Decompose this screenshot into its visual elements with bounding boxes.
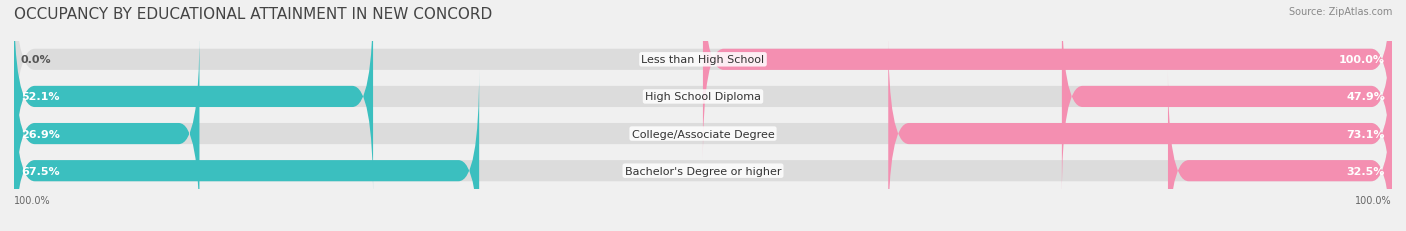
FancyBboxPatch shape — [14, 0, 1392, 197]
FancyBboxPatch shape — [1062, 0, 1392, 197]
Text: 52.1%: 52.1% — [21, 92, 59, 102]
Text: 100.0%: 100.0% — [1355, 195, 1392, 205]
FancyBboxPatch shape — [14, 0, 1392, 160]
FancyBboxPatch shape — [14, 71, 479, 231]
Text: Less than High School: Less than High School — [641, 55, 765, 65]
FancyBboxPatch shape — [14, 34, 1392, 231]
Text: Bachelor's Degree or higher: Bachelor's Degree or higher — [624, 166, 782, 176]
FancyBboxPatch shape — [14, 0, 373, 197]
Text: 100.0%: 100.0% — [14, 195, 51, 205]
Text: College/Associate Degree: College/Associate Degree — [631, 129, 775, 139]
Text: 0.0%: 0.0% — [21, 55, 52, 65]
Text: 32.5%: 32.5% — [1347, 166, 1385, 176]
Text: 67.5%: 67.5% — [21, 166, 59, 176]
Text: High School Diploma: High School Diploma — [645, 92, 761, 102]
Text: 47.9%: 47.9% — [1346, 92, 1385, 102]
Text: 73.1%: 73.1% — [1347, 129, 1385, 139]
Text: 100.0%: 100.0% — [1339, 55, 1385, 65]
FancyBboxPatch shape — [1168, 71, 1392, 231]
Text: OCCUPANCY BY EDUCATIONAL ATTAINMENT IN NEW CONCORD: OCCUPANCY BY EDUCATIONAL ATTAINMENT IN N… — [14, 7, 492, 22]
Text: Source: ZipAtlas.com: Source: ZipAtlas.com — [1288, 7, 1392, 17]
FancyBboxPatch shape — [889, 34, 1392, 231]
FancyBboxPatch shape — [703, 0, 1392, 160]
FancyBboxPatch shape — [14, 34, 200, 231]
FancyBboxPatch shape — [14, 71, 1392, 231]
Text: 26.9%: 26.9% — [21, 129, 60, 139]
